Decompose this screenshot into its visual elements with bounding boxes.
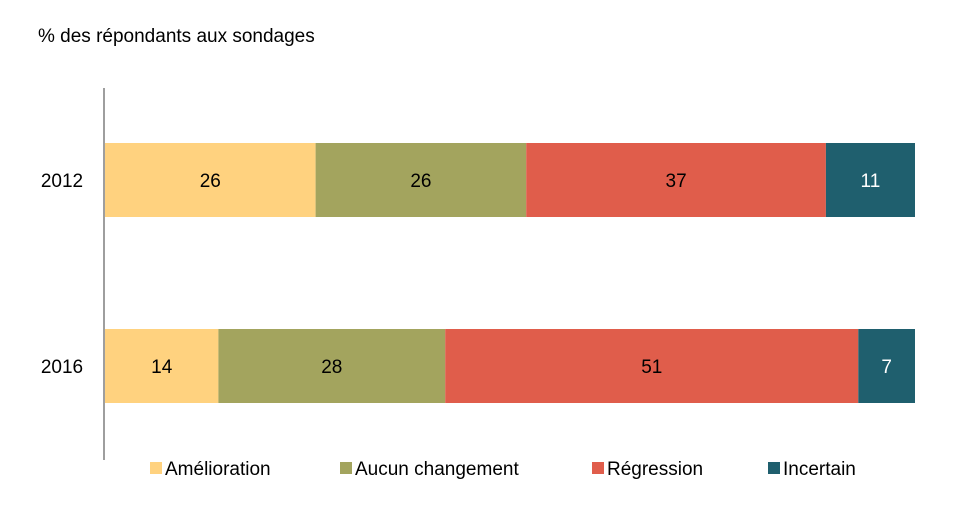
bars-group: 26 26 37 11 14 28 51 7 bbox=[105, 143, 915, 403]
category-labels: 2012 2016 bbox=[41, 171, 83, 378]
category-label-2016: 2016 bbox=[41, 357, 83, 378]
data-label-2012-3: 11 bbox=[861, 171, 881, 192]
bar-segment-2016-3 bbox=[858, 329, 915, 403]
data-label-2016-2: 51 bbox=[641, 357, 662, 378]
data-label-2016-0: 14 bbox=[151, 357, 173, 378]
data-label-2016-3: 7 bbox=[881, 357, 892, 378]
y-axis-title: % des répondants aux sondages bbox=[38, 26, 315, 47]
legend-swatch-3 bbox=[768, 462, 780, 474]
bar-segment-2016-2 bbox=[445, 329, 859, 403]
bar-segment-2012-1 bbox=[315, 143, 527, 217]
bar-segment-2016-1 bbox=[218, 329, 446, 403]
legend-swatch-0 bbox=[150, 462, 162, 474]
bar-segment-2016-0 bbox=[105, 329, 219, 403]
bar-segment-2012-2 bbox=[526, 143, 826, 217]
bar-segment-2012-3 bbox=[825, 143, 915, 217]
legend-label-2: Régression bbox=[607, 459, 703, 480]
bar-segment-2012-0 bbox=[105, 143, 316, 217]
data-label-2016-1: 28 bbox=[321, 357, 342, 378]
legend-label-1: Aucun changement bbox=[355, 459, 519, 480]
data-label-2012-1: 26 bbox=[410, 171, 431, 192]
legend: Amélioration Aucun changement Régression In… bbox=[150, 459, 856, 480]
legend-swatch-2 bbox=[592, 462, 604, 474]
legend-swatch-1 bbox=[340, 462, 352, 474]
legend-label-0: Amélioration bbox=[165, 459, 271, 480]
data-label-2012-0: 26 bbox=[200, 171, 221, 192]
data-label-2012-2: 37 bbox=[666, 171, 687, 192]
legend-label-3: Incertain bbox=[783, 459, 856, 480]
category-label-2012: 2012 bbox=[41, 171, 83, 192]
